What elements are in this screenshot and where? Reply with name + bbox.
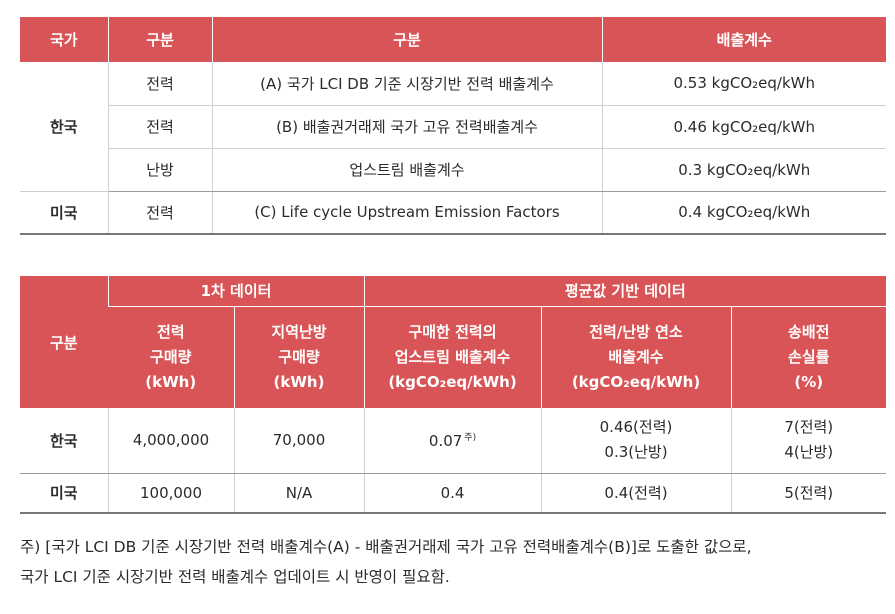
table-row: 난방 업스트림 배출계수 0.3 kgCO₂eq/kWh xyxy=(20,148,886,192)
footnote-marker: 주) xyxy=(464,433,477,444)
description-cell: 업스트림 배출계수 xyxy=(211,148,602,192)
header-heat-purchase: 지역난방 구매량 (kWh) xyxy=(233,305,364,408)
combustion-cell: 0.46(전력) 0.3(난방) xyxy=(540,408,731,474)
type-cell: 전력 xyxy=(107,62,212,106)
upstream-cell: 0.4 xyxy=(363,473,541,514)
table-row: 미국 전력 (C) Life cycle Upstream Emission F… xyxy=(20,191,886,235)
loss-cell: 7(전력) 4(난방) xyxy=(730,408,886,474)
header-category: 구분 xyxy=(107,17,212,62)
factor-cell: 0.46 kgCO₂eq/kWh xyxy=(601,105,886,149)
header-upstream-factor: 구매한 전력의 업스트림 배출계수 (kgCO₂eq/kWh) xyxy=(363,305,541,408)
sub-header-row: 전력 구매량 (kWh) 지역난방 구매량 (kWh) 구매한 전력의 업스트림… xyxy=(20,305,886,408)
factor-cell: 0.3 kgCO₂eq/kWh xyxy=(601,148,886,192)
electricity-cell: 100,000 xyxy=(107,473,234,514)
table-row: 한국 4,000,000 70,000 0.07 주) 0.46(전력) 0.3(… xyxy=(20,408,886,474)
combustion-cell: 0.4(전력) xyxy=(540,473,731,514)
header-combustion-factor: 전력/난방 연소 배출계수 (kgCO₂eq/kWh) xyxy=(540,305,731,408)
heat-cell: 70,000 xyxy=(233,408,364,474)
type-cell: 전력 xyxy=(107,191,212,235)
header-emission-factor: 배출계수 xyxy=(601,17,886,62)
description-cell: (A) 국가 LCI DB 기준 시장기반 전력 배출계수 xyxy=(211,62,602,106)
header-electricity-purchase: 전력 구매량 (kWh) xyxy=(108,305,234,408)
country-cell: 미국 xyxy=(20,473,108,514)
country-cell: 미국 xyxy=(20,191,108,235)
input-data-table: 구분 1차 데이터 평균값 기반 데이터 전력 구매량 (kWh) 지역난방 구… xyxy=(20,276,886,514)
header-primary-data: 1차 데이터 xyxy=(107,276,364,306)
footnote: 주) [국가 LCI DB 기준 시장기반 전력 배출계수(A) - 배출권거래… xyxy=(20,532,890,592)
group-header-row: 구분 1차 데이터 평균값 기반 데이터 xyxy=(20,276,886,408)
factor-cell: 0.53 kgCO₂eq/kWh xyxy=(601,62,886,106)
footnote-line: 국가 LCI 기준 시장기반 전력 배출계수 업데이트 시 반영이 필요함. xyxy=(20,568,450,586)
footnote-line: 주) [국가 LCI DB 기준 시장기반 전력 배출계수(A) - 배출권거래… xyxy=(20,538,752,556)
factor-cell: 0.4 kgCO₂eq/kWh xyxy=(601,191,886,235)
country-cell: 한국 xyxy=(20,408,108,474)
header-country: 국가 xyxy=(20,17,108,62)
country-cell: 한국 xyxy=(20,62,108,192)
loss-cell: 5(전력) xyxy=(730,473,886,514)
header-description: 구분 xyxy=(211,17,602,62)
table-header-row: 국가 구분 구분 배출계수 xyxy=(20,17,886,62)
electricity-cell: 4,000,000 xyxy=(107,408,234,474)
table-row: 한국 전력 (A) 국가 LCI DB 기준 시장기반 전력 배출계수 0.53… xyxy=(20,62,886,192)
header-category: 구분 xyxy=(20,276,108,408)
table-row: 미국 100,000 N/A 0.4 0.4(전력) 5(전력) xyxy=(20,473,886,514)
type-cell: 난방 xyxy=(107,148,212,192)
type-cell: 전력 xyxy=(107,105,212,149)
header-loss-rate: 송배전 손실률 (%) xyxy=(730,305,886,408)
heat-cell: N/A xyxy=(233,473,364,514)
description-cell: (C) Life cycle Upstream Emission Factors xyxy=(211,191,602,235)
table-row: 전력 (B) 배출권거래제 국가 고유 전력배출계수 0.46 kgCO₂eq/… xyxy=(20,105,886,149)
description-cell: (B) 배출권거래제 국가 고유 전력배출계수 xyxy=(211,105,602,149)
emission-factor-table: 국가 구분 구분 배출계수 한국 전력 (A) 국가 LCI DB 기준 시장기… xyxy=(20,17,886,235)
upstream-cell: 0.07 주) xyxy=(363,408,541,474)
header-average-data: 평균값 기반 데이터 xyxy=(363,276,886,306)
